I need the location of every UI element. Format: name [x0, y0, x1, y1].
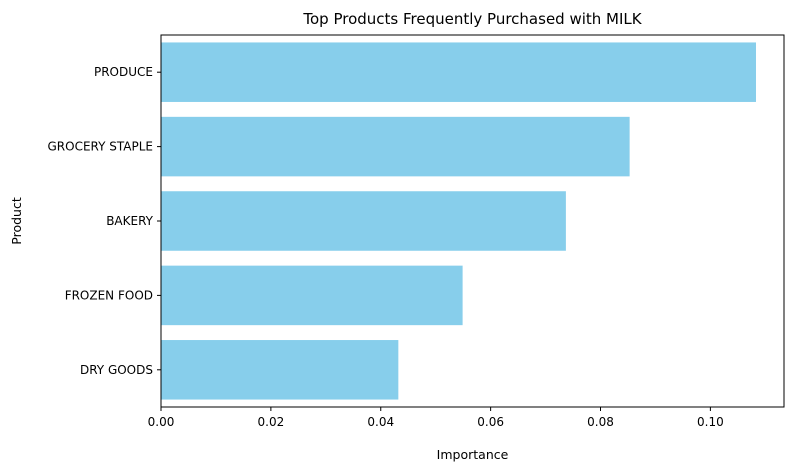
bar-frozen-food	[161, 265, 463, 326]
x-axis: 0.00 0.02 0.04 0.06 0.08 0.10	[148, 407, 724, 429]
x-tick-label: 0.04	[367, 415, 394, 429]
bar-produce	[161, 42, 756, 102]
x-tick-label: 0.10	[697, 415, 724, 429]
y-tick-label: PRODUCE	[94, 65, 153, 79]
bar-bakery	[161, 191, 566, 251]
bar-dry-goods	[161, 340, 399, 400]
bars-layer	[161, 42, 756, 400]
x-tick-label: 0.00	[148, 415, 175, 429]
y-tick-label: DRY GOODS	[80, 363, 153, 377]
x-tick-label: 0.02	[258, 415, 285, 429]
x-tick-label: 0.06	[477, 415, 504, 429]
y-tick-label: BAKERY	[106, 214, 153, 228]
y-axis-label: Product	[9, 197, 24, 245]
x-tick-label: 0.08	[587, 415, 614, 429]
x-axis-label: Importance	[437, 447, 509, 462]
bar-grocery-staple	[161, 116, 630, 177]
y-axis: PRODUCE GROCERY STAPLE BAKERY FROZEN FOOD DR…	[48, 65, 161, 377]
chart-title: Top Products Frequently Purchased with M…	[302, 10, 642, 28]
y-tick-label: GROCERY STAPLE	[48, 140, 154, 154]
y-tick-label: FROZEN FOOD	[65, 288, 153, 302]
